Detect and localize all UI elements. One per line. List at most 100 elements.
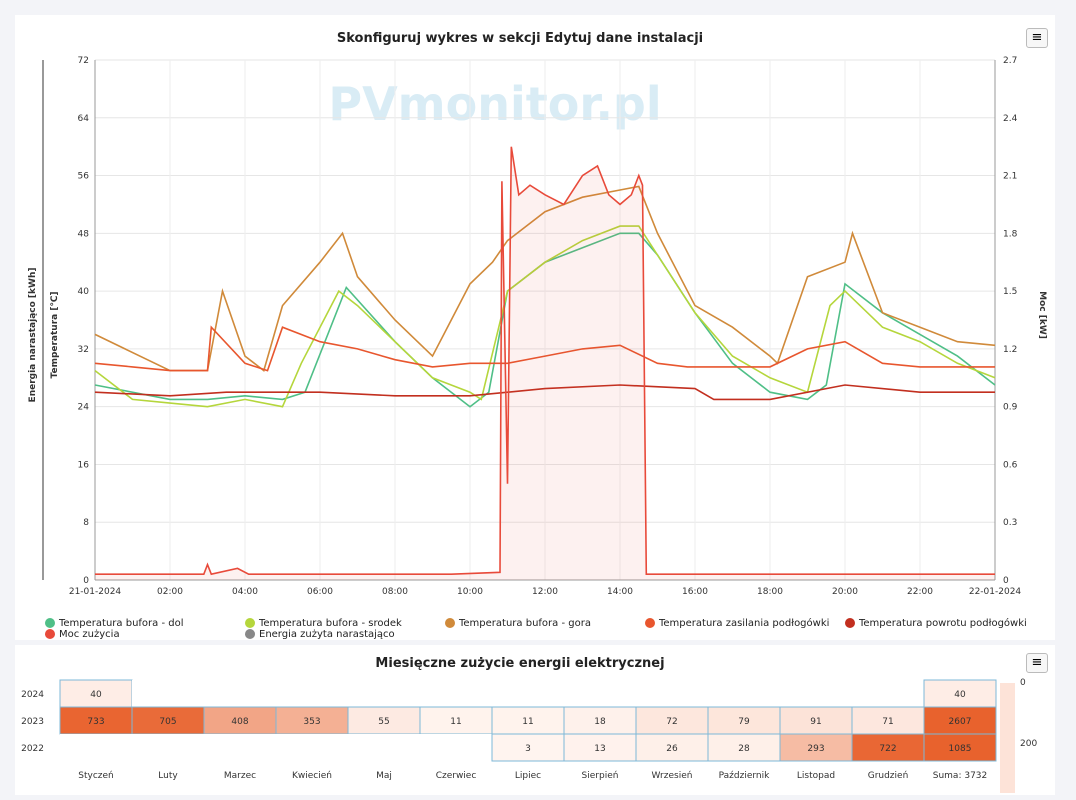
- y-tick-left: 24: [78, 403, 90, 413]
- legend-item[interactable]: Temperatura bufora - srodek: [258, 618, 402, 629]
- y-tick-left: 8: [83, 518, 89, 528]
- y-tick-right: 0: [1003, 576, 1009, 586]
- y-tick-right: 0.9: [1003, 403, 1018, 413]
- chart-title: Skonfiguruj wykres w sekcji Edytuj dane …: [337, 31, 703, 46]
- cell-value: 55: [378, 717, 389, 727]
- series-line: [94, 325, 995, 372]
- cell-value: 2607: [949, 717, 972, 727]
- legend-item[interactable]: Temperatura powrotu podłogówki: [858, 617, 1027, 629]
- legend-marker[interactable]: [245, 618, 255, 628]
- legend-marker[interactable]: [845, 618, 855, 628]
- heatmap-cell[interactable]: [132, 680, 204, 707]
- cell-value: 40: [90, 690, 102, 700]
- y-tick-left: 32: [78, 345, 89, 355]
- col-label: Czerwiec: [436, 771, 477, 781]
- heatmap-cell[interactable]: [635, 733, 709, 762]
- legend-marker[interactable]: [45, 629, 55, 639]
- heatmap-cell[interactable]: [420, 734, 492, 761]
- heatmap-cell[interactable]: [60, 734, 132, 761]
- cell-value: 1085: [949, 744, 972, 754]
- heatmap-cell[interactable]: [563, 706, 637, 735]
- legend-item[interactable]: Temperatura zasilania podłogówki: [658, 617, 829, 629]
- col-label: Wrzesień: [652, 771, 693, 781]
- heatmap-cell[interactable]: [852, 680, 924, 707]
- heatmap-chart: Miesięczne zużycie energii elektrycznej …: [21, 656, 1037, 793]
- col-label: Grudzień: [868, 771, 909, 781]
- cell-value: 26: [666, 744, 678, 754]
- heatmap-cell[interactable]: [779, 733, 853, 762]
- heatmap-cell[interactable]: [780, 680, 852, 707]
- cell-value: 72: [666, 717, 677, 727]
- legend-marker[interactable]: [445, 618, 455, 628]
- heatmap-cell[interactable]: [492, 680, 564, 707]
- x-tick: 04:00: [232, 587, 258, 597]
- y-tick-left: 72: [78, 56, 89, 66]
- x-tick: 14:00: [607, 587, 633, 597]
- x-tick: 08:00: [382, 587, 408, 597]
- heatmap-cell[interactable]: [204, 680, 276, 707]
- row-label: 2024: [21, 690, 44, 700]
- col-label: Sierpień: [582, 771, 619, 781]
- y-tick-right: 0.6: [1003, 460, 1018, 470]
- menu-icon[interactable]: ≡: [1026, 28, 1048, 48]
- y-tick-left: 48: [78, 229, 90, 239]
- line-chart: Skonfiguruj wykres w sekcji Edytuj dane …: [28, 31, 1047, 640]
- heatmap-cell[interactable]: [348, 680, 420, 707]
- menu-icon[interactable]: ≡: [1026, 653, 1048, 673]
- y-tick-left: 56: [78, 172, 90, 182]
- heatmap-cell[interactable]: [419, 706, 493, 735]
- cell-value: 722: [879, 744, 896, 754]
- heatmap-cell[interactable]: [707, 733, 781, 762]
- heatmap-cell[interactable]: [779, 706, 853, 735]
- ylabel-right: Moc [kW]: [1037, 291, 1047, 339]
- ylabel-outer: Energia narastająco [kWh]: [28, 268, 38, 403]
- legend-item[interactable]: Moc zużycia: [59, 629, 120, 640]
- cell-value: 733: [87, 717, 104, 727]
- x-tick: 02:00: [157, 587, 183, 597]
- heatmap-cell[interactable]: [923, 733, 997, 762]
- col-label: Listopad: [797, 771, 835, 781]
- legend-item[interactable]: Energia zużyta narastająco: [259, 629, 395, 640]
- heatmap-cell[interactable]: [635, 706, 709, 735]
- heatmap-cell[interactable]: [347, 706, 421, 735]
- legend-marker[interactable]: [645, 618, 655, 628]
- x-tick: 10:00: [457, 587, 483, 597]
- cell-value: 40: [954, 690, 966, 700]
- legend-marker[interactable]: [245, 629, 255, 639]
- heatmap-cell[interactable]: [563, 733, 637, 762]
- x-tick: 16:00: [682, 587, 708, 597]
- series-line: [95, 146, 995, 576]
- y-tick-right: 2.4: [1003, 114, 1018, 124]
- row-label: 2022: [21, 744, 44, 754]
- heatmap-cell[interactable]: [132, 734, 204, 761]
- legend-marker[interactable]: [45, 618, 55, 628]
- cell-value: 28: [738, 744, 750, 754]
- heatmap-cell[interactable]: [708, 680, 780, 707]
- legend-item[interactable]: Temperatura bufora - gora: [458, 618, 591, 629]
- heatmap-cell[interactable]: [564, 680, 636, 707]
- heatmap-cell[interactable]: [636, 680, 708, 707]
- heatmap-cell[interactable]: [348, 734, 420, 761]
- y-tick-right: 2.1: [1003, 172, 1017, 182]
- cell-value: 3: [525, 744, 531, 754]
- series-line: [94, 384, 995, 401]
- heatmap-cell[interactable]: [923, 706, 997, 735]
- cell-value: 705: [159, 717, 176, 727]
- heatmap-cell[interactable]: [276, 680, 348, 707]
- heatmap-cell[interactable]: [204, 734, 276, 761]
- heatmap-cell[interactable]: [491, 733, 565, 762]
- y-tick-right: 2.7: [1003, 56, 1017, 66]
- watermark: PVmonitor.pl: [328, 77, 661, 131]
- scale-label: 0: [1020, 678, 1026, 688]
- col-label: Październik: [719, 771, 770, 781]
- row-label: 2023: [21, 717, 44, 727]
- col-label: Kwiecień: [292, 771, 332, 781]
- heatmap-cell[interactable]: [923, 679, 997, 708]
- heatmap-cell[interactable]: [420, 680, 492, 707]
- col-label: Lipiec: [515, 771, 541, 781]
- legend-item[interactable]: Temperatura bufora - dol: [58, 618, 184, 629]
- ylabel-left: Temperatura [℃]: [50, 292, 60, 379]
- heatmap-cell[interactable]: [276, 734, 348, 761]
- cell-value: 11: [522, 717, 533, 727]
- heatmap-cell[interactable]: [203, 706, 277, 735]
